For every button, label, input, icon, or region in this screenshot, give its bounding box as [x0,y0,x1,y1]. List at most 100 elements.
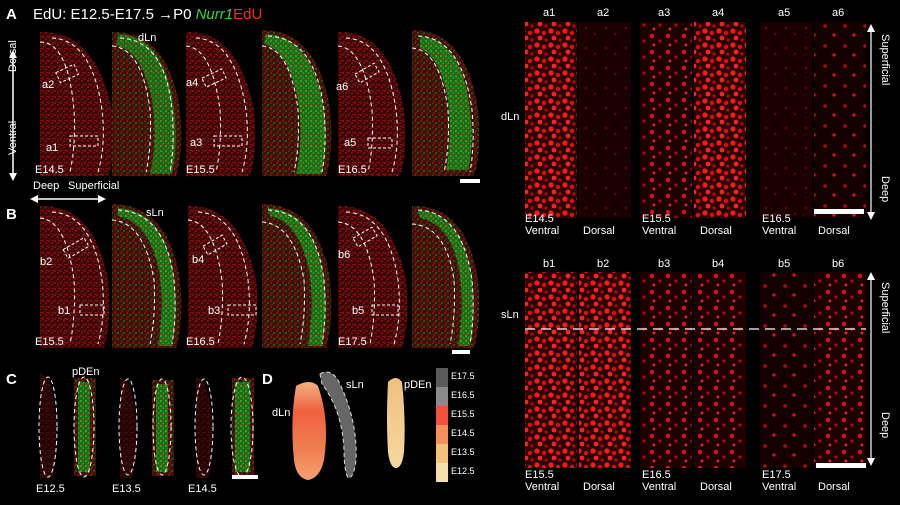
pden-label-d: pDEn [404,379,432,391]
age-rt-3: E16.5 [762,213,791,225]
dorsal-rt-1: Dorsal [583,225,615,237]
axis-arrow-bottom [867,272,875,466]
col-b2: b2 [597,258,610,270]
legend-e13: E13.5 [451,447,475,457]
section-b-e16-edu [187,205,258,348]
sln-row-label: sLn [501,309,519,321]
legend-e17: E17.5 [451,371,475,381]
panel-letter-b: B [6,206,17,223]
dorsal-rb-3: Dorsal [818,481,850,493]
section-a-e16-nurr1 [411,30,480,176]
age-b-2: E16.5 [186,336,215,348]
section-b-e16-nurr1 [261,204,332,348]
age-b-1: E15.5 [35,336,64,348]
legend-e16: E16.5 [451,390,475,400]
col-a5: a5 [778,7,791,19]
age-legend [436,368,448,482]
scale-bar-a [460,179,480,183]
section-a-e15-edu [185,31,256,177]
superficial-label: Superficial [68,180,120,192]
section-b-e15-nurr1 [111,204,182,348]
zoom-a5 [760,22,812,218]
age-b-3: E17.5 [338,336,367,348]
zoom-a4 [694,22,746,218]
age-c-3: E14.5 [188,483,217,495]
box-b3: b3 [208,305,221,317]
legend-e15: E15.5 [451,409,475,419]
dorsal-rb-1: Dorsal [583,481,615,493]
col-b4: b4 [712,258,725,270]
col-a6: a6 [832,7,845,19]
box-b1: b1 [58,305,71,317]
dorsal-rt-2: Dorsal [700,225,732,237]
age-c-1: E12.5 [36,483,65,495]
scale-bar-right-bottom [816,463,866,468]
scale-bar-b [452,350,470,354]
zoom-b6 [814,272,866,468]
panel-letter-d: D [262,371,273,388]
superficial-rb: Superficial [879,282,891,334]
sln-label-d: sLn [346,379,364,391]
col-b3: b3 [658,258,671,270]
deep-label: Deep [33,180,60,192]
zoom-b5 [760,272,812,468]
age-a-3: E16.5 [338,164,367,176]
sln-shape [319,371,357,479]
box-a1: a1 [46,142,59,154]
section-a-e14-edu [39,31,115,177]
zoom-a3 [640,22,692,218]
scale-bar-c [232,475,258,479]
age-rb-1: E15.5 [525,469,554,481]
sections-figure [9,30,480,482]
section-a-e16-edu [337,31,406,177]
col-b6: b6 [832,258,845,270]
deep-superficial-arrow [30,195,106,203]
title-edu: EdU [233,6,263,23]
box-a2: a2 [42,79,55,91]
box-a4: a4 [186,77,199,89]
section-a-e15-nurr1 [261,30,332,176]
zoom-a6 [814,22,866,218]
deep-rt: Deep [879,176,891,203]
zoom-b1 [525,272,577,468]
age-rt-2: E15.5 [642,213,671,225]
ventral-rt-3: Ventral [762,225,797,237]
section-c-e13 [118,377,174,478]
dln-label-a: dLn [138,32,157,44]
col-a1: a1 [543,7,556,19]
axis-arrow-top [867,24,875,220]
zoom-panels [525,22,875,468]
box-a5: a5 [344,137,357,149]
section-c-e14 [194,376,254,478]
deep-rb: Deep [879,412,891,439]
box-b4: b4 [192,254,205,266]
title-prefix: EdU: E12.5-E17.5 [33,6,159,23]
ventral-rb-2: Ventral [642,481,677,493]
age-rt-1: E14.5 [525,213,554,225]
figure-title: EdU: E12.5-E17.5 →P0 Nurr1EdU [33,7,262,22]
section-b-e15-edu [39,205,110,348]
title-nurr1: Nurr1 [195,6,234,23]
section-c-e12 [38,373,96,478]
section-a-e14-nurr1 [111,31,182,177]
age-rb-2: E16.5 [642,469,671,481]
col-b1: b1 [543,258,556,270]
box-b6: b6 [338,249,351,261]
ventral-rb-1: Ventral [525,481,560,493]
col-b5: b5 [778,258,791,270]
zoom-b2 [579,272,631,468]
dln-shape [292,382,326,480]
zoom-a1 [525,22,577,218]
dln-label-d: dLn [272,407,291,419]
col-a2: a2 [597,7,610,19]
title-p0: P0 [173,6,196,23]
dln-row-label: dLn [501,111,520,123]
col-a3: a3 [658,7,671,19]
dorsal-label: Dorsal [7,40,19,72]
ventral-rt-2: Ventral [642,225,677,237]
box-a3: a3 [190,137,203,149]
age-rb-3: E17.5 [762,469,791,481]
age-a-2: E15.5 [186,164,215,176]
age-a-1: E14.5 [35,164,64,176]
box-b2: b2 [40,256,53,268]
